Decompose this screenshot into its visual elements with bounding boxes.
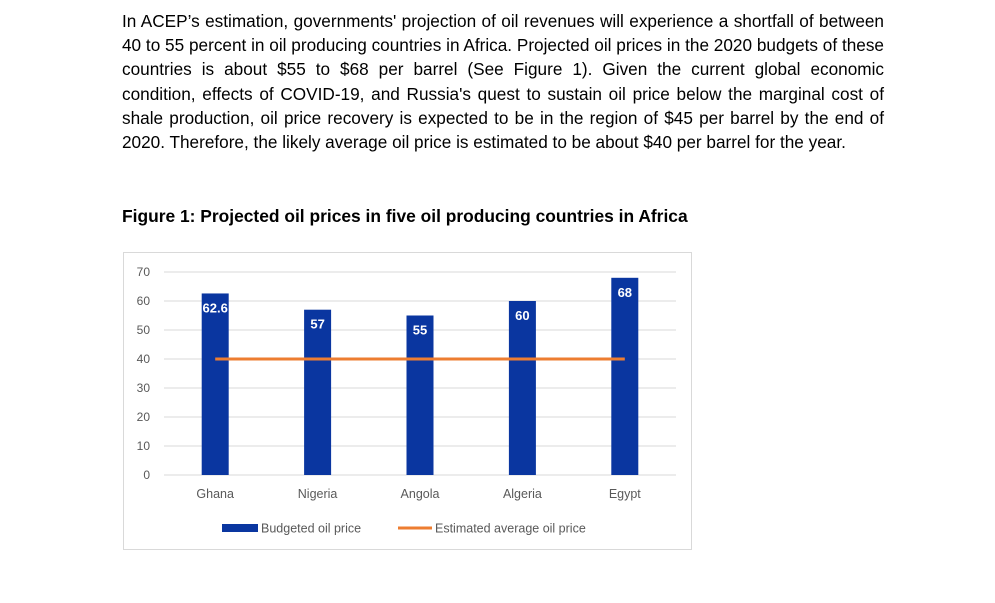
y-tick-label: 40 <box>137 352 151 366</box>
y-tick-label: 60 <box>137 294 151 308</box>
x-tick-label: Angola <box>401 487 440 501</box>
y-tick-label: 30 <box>137 381 151 395</box>
legend-label: Estimated average oil price <box>435 522 586 536</box>
data-label: 62.6 <box>203 300 228 315</box>
data-label: 68 <box>618 285 632 300</box>
data-label: 57 <box>310 317 324 332</box>
bar-angola <box>406 315 434 475</box>
data-label: 60 <box>515 308 529 323</box>
x-tick-label: Algeria <box>503 487 542 501</box>
y-tick-label: 50 <box>137 323 151 337</box>
bar-ghana <box>201 293 229 475</box>
y-tick-label: 10 <box>137 439 151 453</box>
body-paragraph: In ACEP’s estimation, governments' proje… <box>122 11 884 153</box>
legend-label: Budgeted oil price <box>261 522 361 536</box>
y-tick-label: 0 <box>143 468 150 482</box>
y-tick-label: 20 <box>137 410 151 424</box>
bar-algeria <box>508 301 536 475</box>
y-tick-label: 70 <box>137 265 151 279</box>
bar-egypt <box>611 277 639 475</box>
figure-title: Figure 1: Projected oil prices in five o… <box>122 206 688 226</box>
chart-container: 0 10 20 30 40 50 60 70 Ghana Nigeria Angola Algeria… <box>123 252 692 550</box>
chart-svg: 0 10 20 30 40 50 60 70 Ghana Nigeria Angola Algeria… <box>137 265 676 536</box>
legend-swatch-bar <box>222 524 258 532</box>
x-tick-label: Nigeria <box>298 487 338 501</box>
bar-nigeria <box>304 309 332 475</box>
x-tick-label: Ghana <box>196 487 234 501</box>
x-tick-label: Egypt <box>609 487 641 501</box>
data-label: 55 <box>413 323 427 338</box>
